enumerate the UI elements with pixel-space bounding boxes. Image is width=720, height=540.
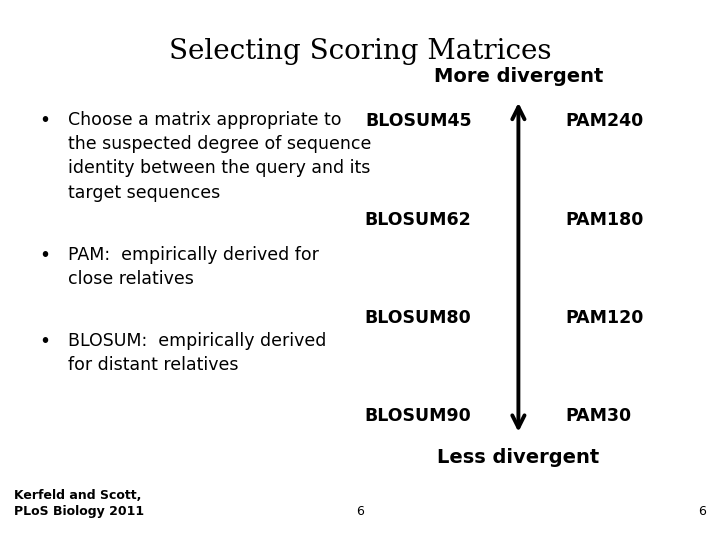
- Text: •: •: [40, 111, 50, 130]
- Text: 6: 6: [356, 505, 364, 518]
- Text: PAM30: PAM30: [565, 407, 631, 425]
- Text: Kerfeld and Scott,
PLoS Biology 2011: Kerfeld and Scott, PLoS Biology 2011: [14, 489, 145, 518]
- Text: PAM180: PAM180: [565, 211, 644, 229]
- Text: BLOSUM62: BLOSUM62: [365, 211, 472, 229]
- Text: •: •: [40, 332, 50, 351]
- Text: BLOSUM:  empirically derived
for distant relatives: BLOSUM: empirically derived for distant …: [68, 332, 327, 374]
- Text: PAM240: PAM240: [565, 112, 644, 131]
- Text: BLOSUM80: BLOSUM80: [365, 308, 472, 327]
- Text: 6: 6: [698, 505, 706, 518]
- Text: More divergent: More divergent: [433, 68, 603, 86]
- Text: PAM120: PAM120: [565, 308, 644, 327]
- Text: Selecting Scoring Matrices: Selecting Scoring Matrices: [168, 38, 552, 65]
- Text: BLOSUM90: BLOSUM90: [365, 407, 472, 425]
- Text: Choose a matrix appropriate to
the suspected degree of sequence
identity between: Choose a matrix appropriate to the suspe…: [68, 111, 372, 201]
- Text: BLOSUM45: BLOSUM45: [365, 112, 472, 131]
- Text: Less divergent: Less divergent: [437, 448, 600, 467]
- Text: PAM:  empirically derived for
close relatives: PAM: empirically derived for close relat…: [68, 246, 319, 288]
- Text: •: •: [40, 246, 50, 265]
